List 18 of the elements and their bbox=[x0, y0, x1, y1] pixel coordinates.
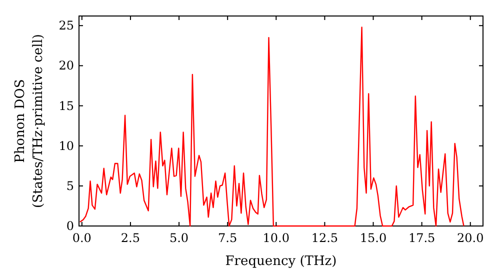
line-series bbox=[79, 26, 464, 227]
y-axis-title: Phonon DOS (States/THz·primitive cell) bbox=[13, 34, 46, 208]
y-tick-label: 0 bbox=[66, 219, 74, 233]
x-tick-label: 12.5 bbox=[311, 231, 338, 245]
x-tick-label: 7.5 bbox=[218, 231, 238, 245]
y-tick-label: 15 bbox=[58, 98, 74, 113]
x-axis-title: Frequency (THz) bbox=[225, 254, 337, 269]
y-tick-label: 20 bbox=[58, 58, 74, 73]
x-tick-label: 17.5 bbox=[408, 231, 436, 245]
x-tick-label: 15.0 bbox=[360, 231, 387, 245]
y-tick-label: 10 bbox=[58, 138, 74, 153]
x-tick-label: 10.0 bbox=[262, 231, 290, 245]
x-tick-label: 5.0 bbox=[169, 231, 189, 245]
x-tick-label: 20.0 bbox=[457, 231, 484, 245]
x-tick-label: 0.0 bbox=[72, 231, 92, 245]
x-tick-label: 2.5 bbox=[120, 231, 140, 245]
y-tick-label: 5 bbox=[66, 178, 74, 193]
y-tick-label: 25 bbox=[58, 18, 74, 33]
